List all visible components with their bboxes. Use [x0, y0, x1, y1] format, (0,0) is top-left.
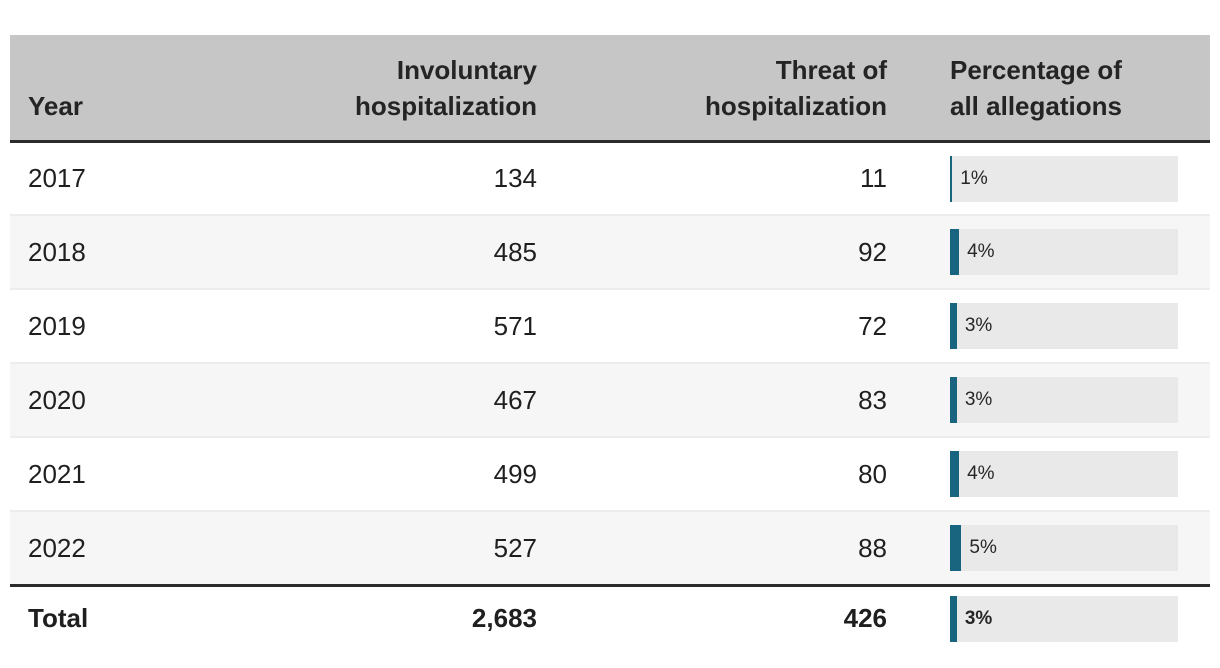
threat-cell: 88	[540, 510, 890, 586]
percent-bar-track: 1%	[950, 155, 1178, 202]
percent-cell: 3%	[890, 362, 1210, 438]
total-threat-cell: 426	[540, 583, 890, 651]
percent-label: 4%	[967, 463, 995, 485]
percent-label: 3%	[964, 607, 993, 629]
percent-cell: 3%	[890, 288, 1210, 364]
table-row-2022: 2022 527 88 5%	[10, 510, 1210, 586]
table-footer: Total 2,683 426 3%	[10, 583, 1210, 651]
percent-cell: 4%	[890, 436, 1210, 512]
percent-label: 5%	[969, 537, 997, 558]
header-percentage-of-all-allegations: Percentage of all allegations	[890, 35, 1210, 143]
total-label-cell: Total	[10, 583, 350, 651]
threat-cell: 92	[540, 214, 890, 290]
percent-label: 4%	[967, 241, 995, 263]
year-cell: 2018	[10, 214, 350, 290]
table-row-2020: 2020 467 83 3%	[10, 362, 1210, 438]
threat-cell: 11	[540, 140, 890, 216]
year-cell: 2022	[10, 510, 350, 586]
table-row-2019: 2019 571 72 3%	[10, 288, 1210, 364]
threat-cell: 83	[540, 362, 890, 438]
table-row-total: Total 2,683 426 3%	[10, 583, 1210, 651]
total-percent-cell: 3%	[890, 583, 1210, 651]
year-cell: 2021	[10, 436, 350, 512]
involuntary-cell: 134	[350, 140, 540, 216]
table-row-2018: 2018 485 92 4%	[10, 214, 1210, 290]
percent-label: 3%	[964, 315, 993, 337]
percent-bar	[950, 377, 957, 424]
percent-cell: 4%	[890, 214, 1210, 290]
percent-bar-track: 4%	[950, 229, 1178, 276]
threat-cell: 80	[540, 436, 890, 512]
hospitalization-allegations-table-wrap: Year Involuntary hospitalization Threat …	[10, 35, 1210, 651]
involuntary-cell: 467	[350, 362, 540, 438]
percent-bar-track: 3%	[950, 377, 1178, 424]
total-involuntary-cell: 2,683	[350, 583, 540, 651]
year-cell: 2019	[10, 288, 350, 364]
percent-bar-track: 3%	[950, 595, 1178, 642]
table-row-2021: 2021 499 80 4%	[10, 436, 1210, 512]
header-involuntary-hospitalization: Involuntary hospitalization	[350, 35, 540, 143]
threat-cell: 72	[540, 288, 890, 364]
percent-cell: 5%	[890, 510, 1210, 586]
involuntary-cell: 527	[350, 510, 540, 586]
header-row: Year Involuntary hospitalization Threat …	[10, 35, 1210, 143]
table-header: Year Involuntary hospitalization Threat …	[10, 35, 1210, 143]
table-row-2017: 2017 134 11 1%	[10, 140, 1210, 216]
percent-bar	[950, 525, 962, 571]
percent-label: 3%	[964, 389, 993, 411]
year-cell: 2017	[10, 140, 350, 216]
involuntary-cell: 571	[350, 288, 540, 364]
percent-bar	[950, 595, 957, 642]
percent-bar-track: 5%	[950, 525, 1178, 571]
header-threat-of-hospitalization: Threat of hospitalization	[540, 35, 890, 143]
header-year: Year	[10, 35, 350, 143]
percent-bar	[950, 155, 953, 202]
hospitalization-allegations-table: Year Involuntary hospitalization Threat …	[10, 35, 1210, 651]
percent-cell: 1%	[890, 140, 1210, 216]
year-cell: 2020	[10, 362, 350, 438]
percent-bar-track: 3%	[950, 303, 1178, 350]
table-body: 2017 134 11 1% 2018 485 92 4%	[10, 140, 1210, 586]
percent-label: 1%	[960, 167, 988, 189]
involuntary-cell: 499	[350, 436, 540, 512]
percent-bar	[950, 229, 960, 276]
percent-bar	[950, 303, 957, 350]
percent-bar	[950, 451, 960, 498]
percent-bar-track: 4%	[950, 451, 1178, 498]
involuntary-cell: 485	[350, 214, 540, 290]
